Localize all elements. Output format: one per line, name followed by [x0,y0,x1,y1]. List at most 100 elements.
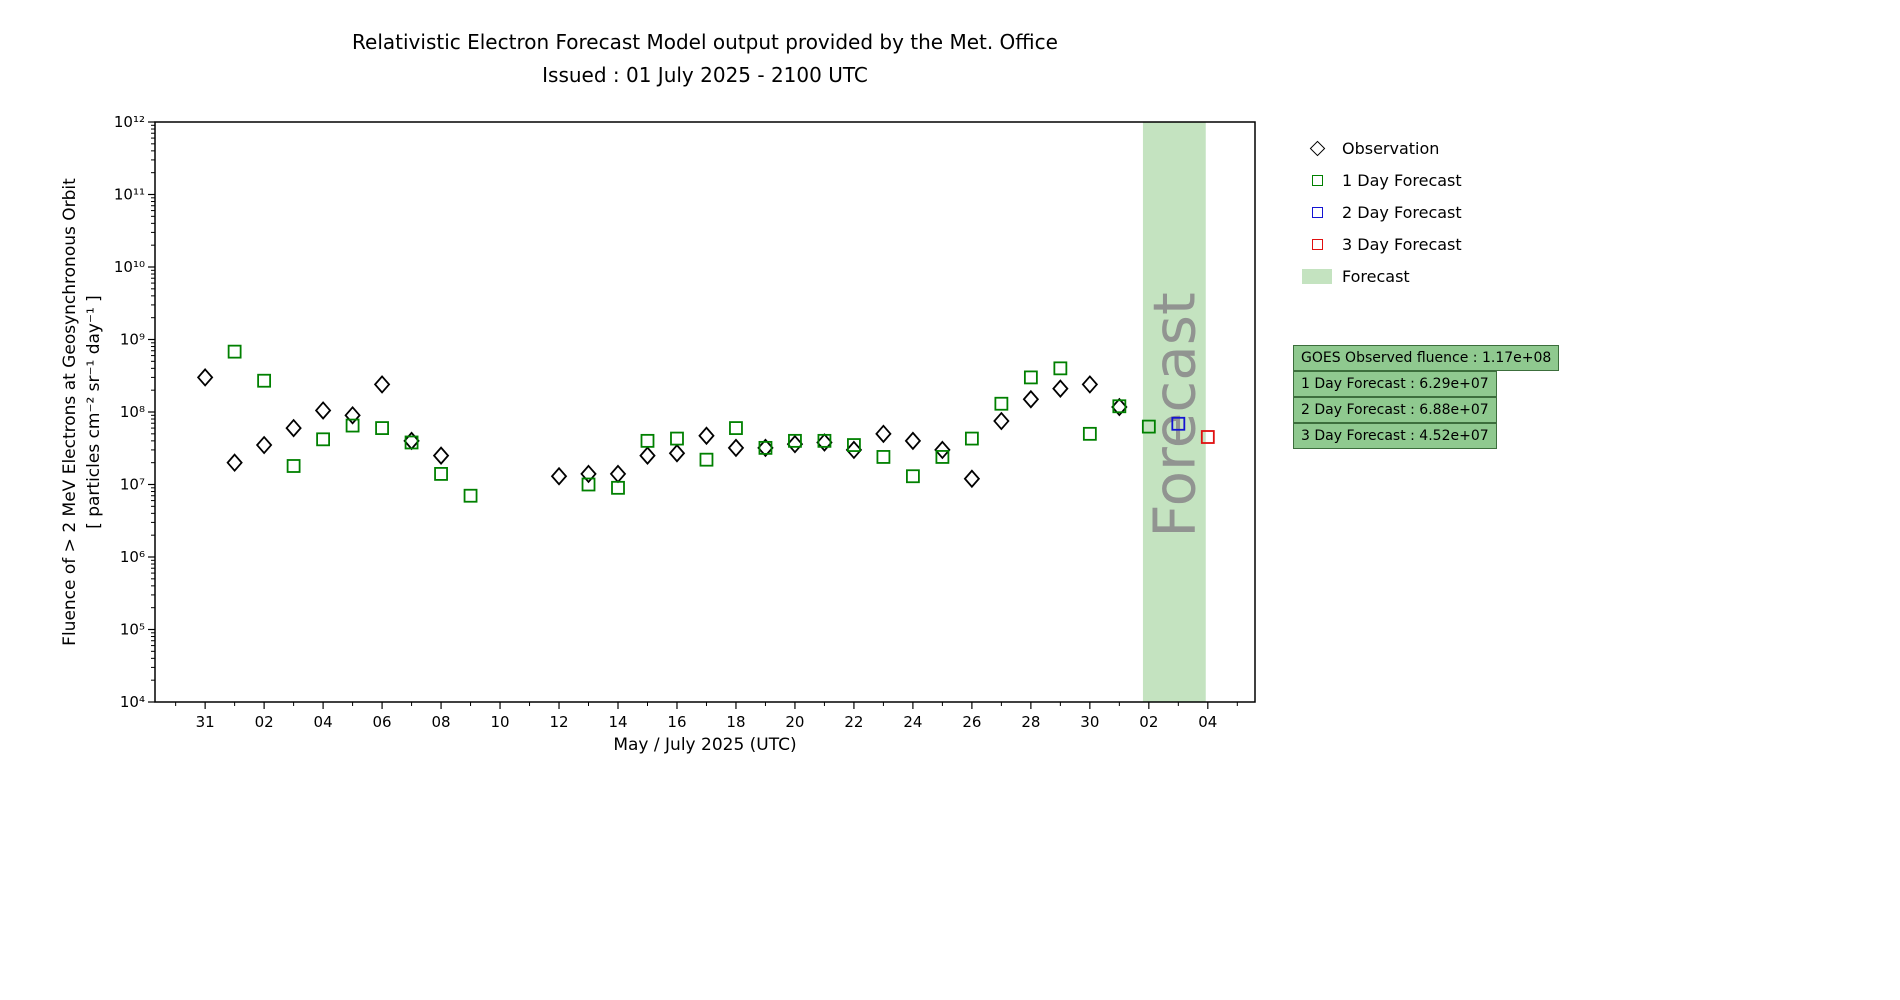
marker-1-day-forecast [581,477,596,492]
marker-1-day-forecast [670,431,684,446]
series-3-day-forecast [1200,430,1215,444]
x-tick-label: 14 [608,713,627,731]
marker-1-day-forecast [1082,426,1097,441]
legend-item-observation: Observation [1300,132,1462,164]
x-tick-label: 02 [255,713,274,731]
marker-1-day-forecast [286,459,301,473]
chart-legend: Observation 1 Day Forecast 2 Day Forecas… [1300,132,1462,292]
x-tick-label: 08 [432,713,451,731]
marker-observation [226,453,243,473]
marker-observation [403,431,420,451]
marker-observation [816,433,833,452]
marker-1-day-forecast [1053,361,1068,376]
marker-observation [757,438,774,458]
legend-item-2-day-forecast: 2 Day Forecast [1300,196,1462,228]
legend-item-3-day-forecast: 3 Day Forecast [1300,228,1462,260]
marker-1-day-forecast [699,452,714,467]
x-tick-label: 24 [903,713,922,731]
marker-observation [1022,389,1040,409]
y-tick-label: 10⁷ [120,476,145,494]
marker-1-day-forecast [463,488,478,503]
forecast-band-patch-icon [1302,268,1332,284]
marker-1-day-forecast [611,480,625,495]
marker-1-day-forecast [316,432,330,447]
legend-item-1-day-forecast: 1 Day Forecast [1300,164,1462,196]
marker-1-day-forecast [1023,370,1038,385]
marker-observation [580,464,597,484]
series-2-day-forecast [1171,416,1186,431]
marker-1-day-forecast [847,438,861,452]
two-day-forecast-marker-icon [1311,206,1323,218]
y-tick-label: 10¹⁰ [114,258,145,276]
marker-1-day-forecast [1141,419,1156,434]
y-tick-label: 10⁵ [120,621,145,639]
marker-1-day-forecast [935,450,950,464]
series-1-day-forecast [227,344,1156,503]
marker-observation [845,440,863,460]
y-tick-label: 10⁴ [120,693,145,711]
marker-observation [727,438,745,458]
marker-1-day-forecast [876,450,891,464]
marker-observation [993,411,1010,431]
x-tick-label: 12 [549,713,568,731]
marker-1-day-forecast [1112,399,1127,414]
marker-1-day-forecast [404,435,419,450]
marker-observation [285,418,302,438]
x-tick-label: 10 [490,713,509,731]
legend-label-3-day-forecast: 3 Day Forecast [1342,234,1462,254]
x-tick-label: 02 [1139,713,1158,731]
marker-observation [934,440,951,460]
summary-1-day-forecast: 1 Day Forecast : 6.29e+07 [1293,371,1497,397]
x-tick-label: 18 [726,713,745,731]
x-tick-label: 04 [1198,713,1217,731]
marker-1-day-forecast [788,433,802,448]
marker-observation [255,435,273,455]
marker-observation [639,446,656,466]
marker-1-day-forecast [257,373,272,388]
marker-observation [786,434,804,454]
legend-label-2-day-forecast: 2 Day Forecast [1342,202,1462,222]
marker-2-day-forecast [1171,416,1186,431]
marker-1-day-forecast [375,421,389,435]
marker-observation [314,401,332,420]
summary-2-day-forecast: 2 Day Forecast : 6.88e+07 [1293,397,1497,423]
legend-label-observation: Observation [1342,138,1440,158]
marker-1-day-forecast [227,344,242,359]
marker-observation [550,466,568,486]
marker-1-day-forecast [964,431,979,446]
x-tick-label: 06 [373,713,392,731]
marker-observation [196,368,214,387]
marker-observation [1111,397,1128,417]
one-day-forecast-marker-icon [1311,174,1323,186]
axes: 31 02 04 06 08 10 12 14 16 18 20 22 24 26 28 30 02 04 10⁴ 1… [114,113,1238,731]
marker-observation [609,464,627,484]
marker-observation [344,405,361,425]
x-tick-label: 28 [1021,713,1040,731]
observation-marker-icon [1309,140,1325,156]
chart-title: Relativistic Electron Forecast Model out… [352,30,1058,54]
marker-observation [904,431,922,451]
marker-1-day-forecast [729,421,743,435]
series-observation [196,368,1128,489]
legend-label-1-day-forecast: 1 Day Forecast [1342,170,1462,190]
x-tick-label: 04 [314,713,333,731]
forecast-band [1142,122,1206,702]
plot-border [154,121,1256,703]
legend-label-forecast-band: Forecast [1342,266,1410,286]
marker-observation [432,446,450,466]
y-tick-label: 10⁶ [120,548,145,566]
marker-observation [668,443,686,463]
marker-1-day-forecast [345,418,360,433]
marker-1-day-forecast [994,396,1009,411]
marker-observation [963,469,981,489]
x-tick-label: 30 [1080,713,1099,731]
x-tick-label: 26 [962,713,981,731]
marker-observation [698,426,715,446]
marker-1-day-forecast [434,467,448,481]
three-day-forecast-marker-icon [1311,238,1323,250]
marker-observation [373,375,391,394]
y-tick-label: 10¹¹ [114,186,145,204]
marker-observation [875,424,892,444]
